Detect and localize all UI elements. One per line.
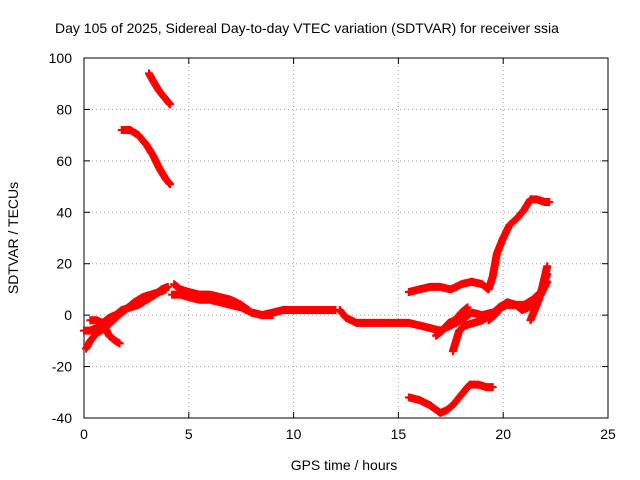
series-5 <box>86 316 124 348</box>
series-9 <box>432 303 472 340</box>
y-axis-label: SDTVAR / TECUs <box>5 182 21 294</box>
x-tick-label: 5 <box>185 426 193 442</box>
x-tick-label: 20 <box>495 426 511 442</box>
x-tick-label: 0 <box>80 426 88 442</box>
data-point <box>463 303 472 312</box>
y-tick-label: -20 <box>52 359 72 375</box>
y-tick-label: 100 <box>49 50 73 66</box>
data-point <box>268 311 277 320</box>
data-points <box>80 69 554 417</box>
plot-border <box>83 57 609 419</box>
x-axis-label: GPS time / hours <box>291 457 398 473</box>
y-tick-label: 0 <box>64 307 72 323</box>
series-7 <box>168 290 277 320</box>
plot-frame <box>83 57 609 419</box>
y-tick-label: 40 <box>56 204 72 220</box>
y-tick-label: 20 <box>56 256 72 272</box>
data-point <box>115 339 124 348</box>
series-14 <box>404 380 497 417</box>
y-tick-label: 80 <box>56 101 72 117</box>
x-tick-label: 25 <box>600 426 616 442</box>
data-point <box>161 285 170 294</box>
axis-ticks: 0 5 10 15 20 25 -40 -20 0 20 40 60 80 100 <box>49 50 616 442</box>
series-13 <box>526 262 552 325</box>
x-tick-label: 15 <box>391 426 407 442</box>
y-tick-label: 60 <box>56 153 72 169</box>
x-tick-label: 10 <box>286 426 302 442</box>
data-point <box>165 180 174 188</box>
y-tick-label: -40 <box>52 410 72 426</box>
grid <box>84 58 608 418</box>
data-point <box>488 383 497 392</box>
series-11 <box>404 195 554 296</box>
data-point <box>543 262 552 271</box>
series-2 <box>117 126 174 188</box>
series-8 <box>335 306 497 335</box>
data-point <box>165 100 174 109</box>
data-point <box>545 198 554 206</box>
series-1 <box>144 69 174 109</box>
chart-title: Day 105 of 2025, Sidereal Day-to-day VTE… <box>55 20 559 36</box>
